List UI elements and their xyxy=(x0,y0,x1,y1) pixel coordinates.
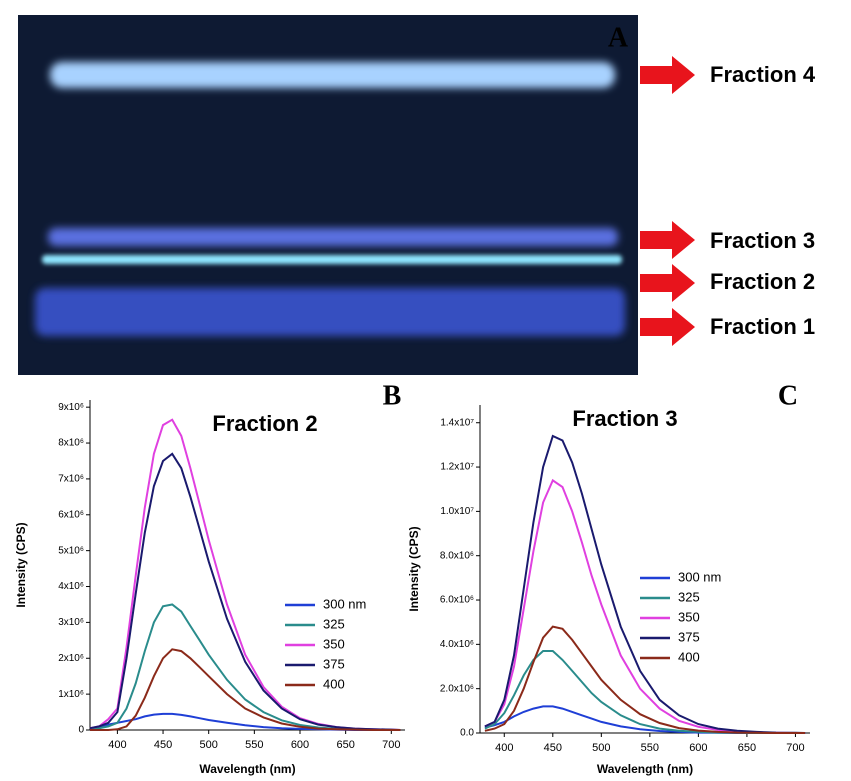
series-line xyxy=(90,648,401,731)
series-line xyxy=(89,452,401,731)
series-line xyxy=(484,625,806,734)
legend-label: 300 nm xyxy=(678,569,721,584)
panel-label: A xyxy=(608,22,629,53)
legend-label: 325 xyxy=(323,616,345,631)
x-tick-label: 500 xyxy=(200,739,218,751)
legend-label: 375 xyxy=(678,629,700,644)
x-tick-label: 400 xyxy=(108,739,126,751)
y-tick-label: 4.0x10⁶ xyxy=(440,639,474,650)
x-tick-label: 600 xyxy=(291,739,309,751)
y-axis-label: Intensity (CPS) xyxy=(407,526,421,611)
legend-label: 400 xyxy=(678,649,700,664)
y-tick-label: 1x10⁶ xyxy=(58,689,84,700)
x-axis-label: Wavelength (nm) xyxy=(199,762,295,776)
legend-label: 325 xyxy=(678,589,700,604)
y-tick-label: 2x10⁶ xyxy=(58,653,84,664)
series-line xyxy=(89,603,401,731)
x-axis-label: Wavelength (nm) xyxy=(597,762,693,776)
y-tick-label: 8.0x10⁶ xyxy=(440,550,474,561)
legend-label: 350 xyxy=(323,636,345,651)
fraction-label: Fraction 3 xyxy=(710,228,815,253)
y-tick-label: 3x10⁶ xyxy=(58,617,84,628)
y-tick-label: 5x10⁶ xyxy=(58,545,84,556)
y-tick-label: 9x10⁶ xyxy=(58,402,84,413)
x-tick-label: 500 xyxy=(592,742,610,754)
panel-a-image: A xyxy=(18,15,638,375)
x-tick-label: 600 xyxy=(689,742,707,754)
y-tick-label: 7x10⁶ xyxy=(58,474,84,485)
chart-title: Fraction 2 xyxy=(212,411,317,436)
legend-label: 375 xyxy=(323,656,345,671)
y-tick-label: 6x10⁶ xyxy=(58,509,84,520)
y-tick-label: 1.2x10⁷ xyxy=(440,462,474,473)
x-tick-label: 700 xyxy=(382,739,400,751)
y-tick-label: 6.0x10⁶ xyxy=(440,595,474,606)
y-tick-label: 0 xyxy=(78,725,84,736)
panel-label: B xyxy=(383,380,402,411)
panel-label: C xyxy=(778,380,798,411)
x-tick-label: 650 xyxy=(738,742,756,754)
series-line xyxy=(484,434,806,734)
x-tick-label: 550 xyxy=(245,739,263,751)
legend-label: 350 xyxy=(678,609,700,624)
x-tick-label: 400 xyxy=(495,742,513,754)
x-tick-label: 650 xyxy=(336,739,354,751)
y-tick-label: 2.0x10⁶ xyxy=(440,683,474,694)
y-tick-label: 8x10⁶ xyxy=(58,438,84,449)
series-line xyxy=(484,705,806,734)
fraction-label: Fraction 2 xyxy=(710,269,815,294)
y-axis-label: Intensity (CPS) xyxy=(14,522,28,607)
fraction-arrows xyxy=(640,56,695,346)
series-line xyxy=(484,478,806,734)
x-tick-label: 700 xyxy=(786,742,804,754)
fraction-label: Fraction 1 xyxy=(710,314,815,339)
fraction-label: Fraction 4 xyxy=(710,62,816,87)
legend-label: 400 xyxy=(323,676,345,691)
y-tick-label: 1.0x10⁷ xyxy=(440,506,474,517)
x-tick-label: 450 xyxy=(154,739,172,751)
y-tick-label: 4x10⁶ xyxy=(58,581,84,592)
y-tick-label: 0.0 xyxy=(460,728,474,739)
chart-title: Fraction 3 xyxy=(572,406,677,431)
legend-label: 300 nm xyxy=(323,596,366,611)
x-tick-label: 550 xyxy=(641,742,659,754)
y-tick-label: 1.4x10⁷ xyxy=(440,417,474,428)
x-tick-label: 450 xyxy=(544,742,562,754)
